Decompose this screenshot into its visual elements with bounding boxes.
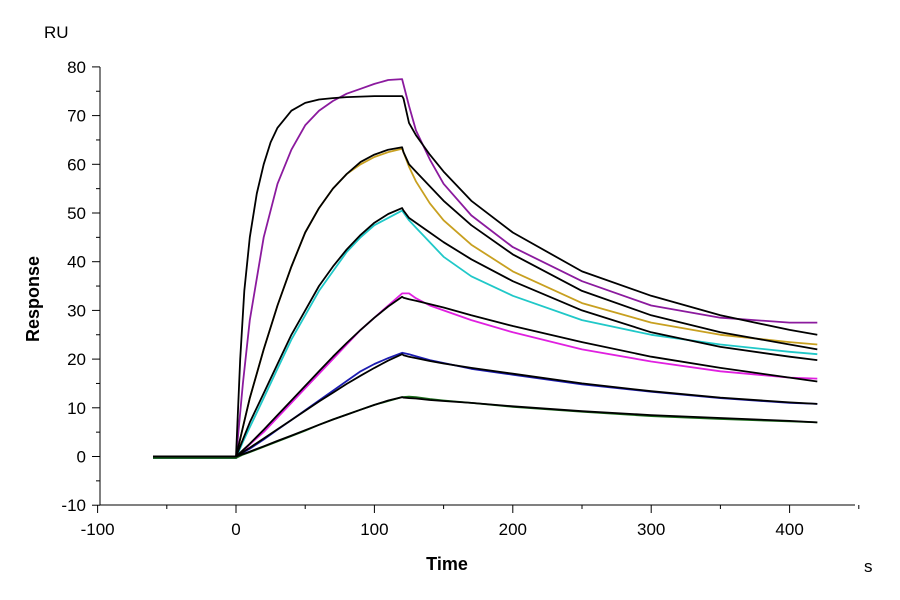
- measured-curve: [153, 78, 818, 459]
- series-group: [153, 78, 818, 459]
- x-axis-title: Time: [426, 554, 468, 574]
- fit-curve: [153, 396, 818, 458]
- y-tick-label: 60: [67, 155, 86, 174]
- y-ticks: -10 0 10 20 30 40 50 60 70 80: [61, 58, 100, 515]
- x-unit-label: s: [864, 557, 873, 576]
- y-tick-label: 0: [77, 448, 86, 467]
- y-tick-label: 50: [67, 204, 86, 223]
- y-tick-label: 70: [67, 107, 86, 126]
- x-tick-label: 100: [360, 520, 388, 539]
- fit-curve: [153, 353, 818, 458]
- y-tick-label: 80: [67, 58, 86, 77]
- y-unit-label: RU: [44, 23, 69, 42]
- x-tick-label: 300: [637, 520, 665, 539]
- x-tick-label: 200: [499, 520, 527, 539]
- x-tick-label: -100: [81, 520, 115, 539]
- y-tick-label: 10: [67, 399, 86, 418]
- fit-curve: [153, 207, 818, 458]
- y-axis-title: Response: [23, 256, 43, 342]
- fit-curve: [153, 295, 818, 458]
- x-tick-label: 400: [775, 520, 803, 539]
- y-tick-label: 30: [67, 301, 86, 320]
- fit-curve: [153, 95, 818, 458]
- measured-curve: [153, 209, 818, 459]
- y-tick-label: 20: [67, 350, 86, 369]
- y-tick-label: 40: [67, 253, 86, 272]
- y-tick-label: -10: [61, 496, 86, 515]
- x-tick-label: 0: [231, 520, 240, 539]
- measured-curve: [153, 395, 818, 459]
- x-ticks: -100 0 100 200 300 400: [81, 505, 860, 539]
- fit-curve: [153, 146, 818, 458]
